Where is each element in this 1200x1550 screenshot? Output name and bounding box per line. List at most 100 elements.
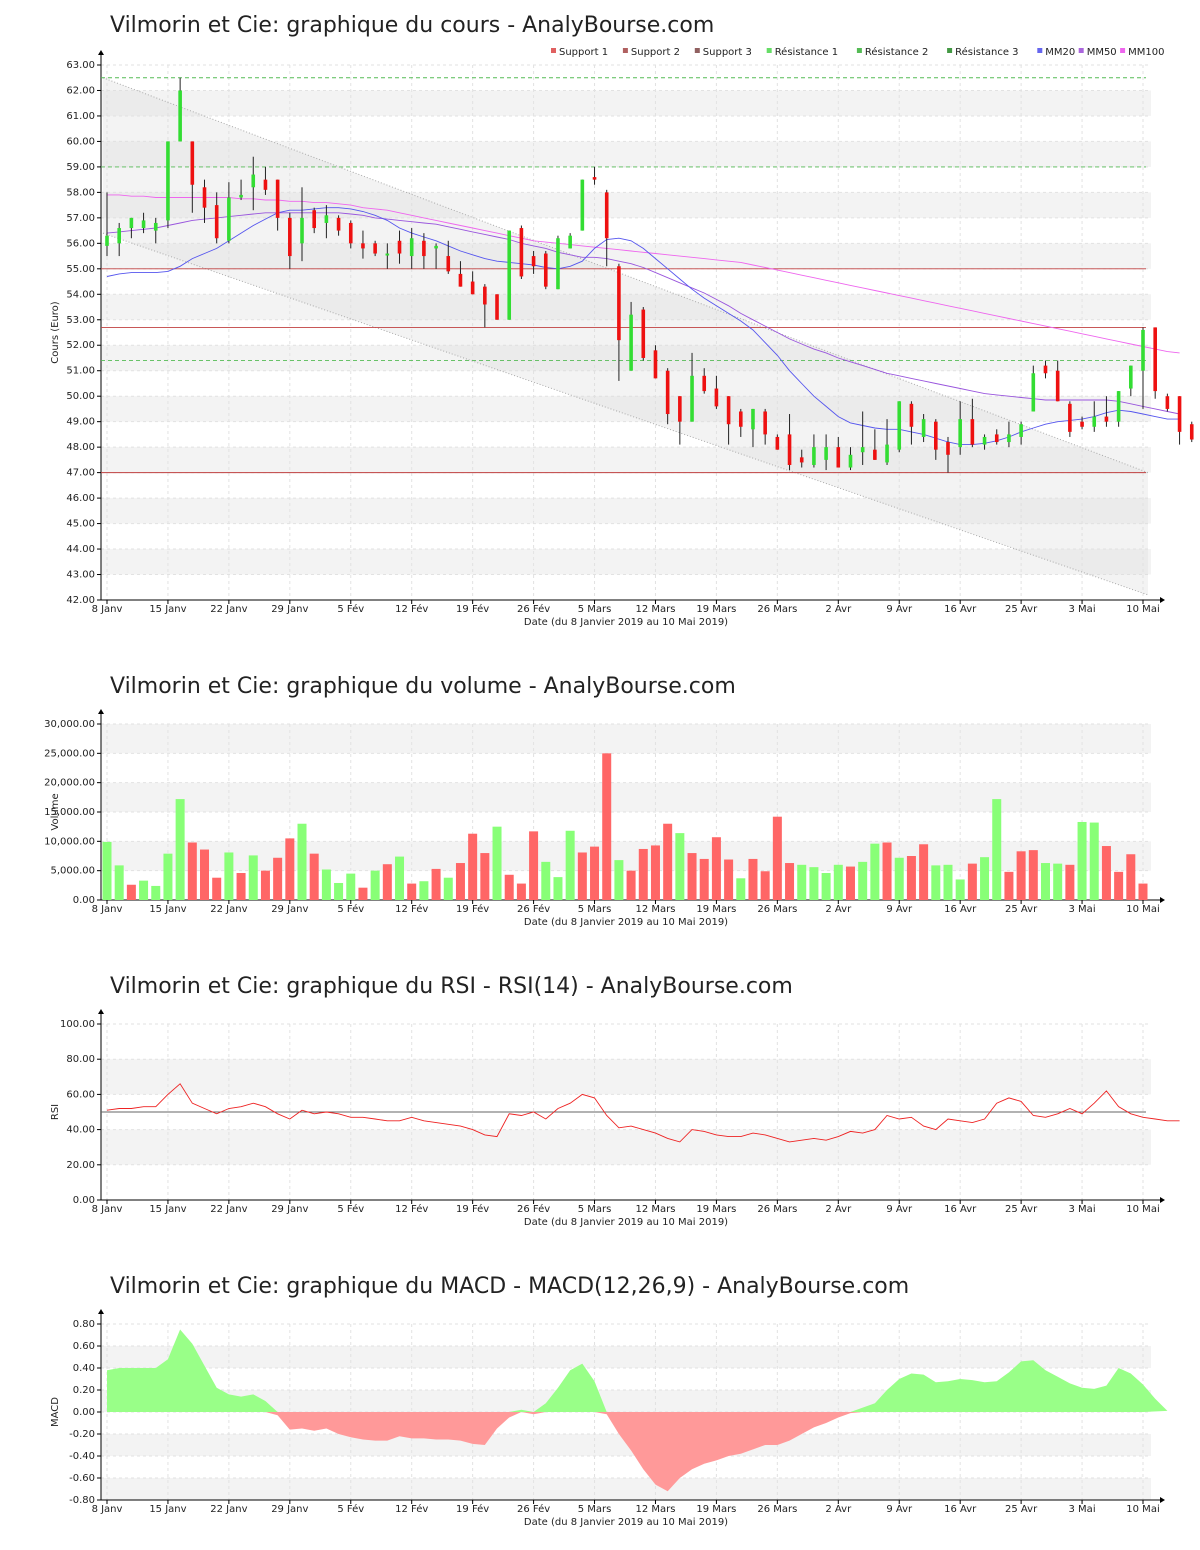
- legend-swatch: [766, 48, 772, 53]
- x-tick-label: 29 Janv: [271, 1204, 308, 1215]
- x-tick-label: 19 Mars: [696, 1204, 736, 1215]
- volume-bar: [1053, 863, 1063, 900]
- candle-body: [1116, 391, 1121, 422]
- candle: [958, 401, 962, 455]
- x-tick-label: 5 Mars: [578, 1204, 612, 1215]
- y-tick-label: -0.40: [69, 1451, 95, 1462]
- candle: [1177, 396, 1182, 445]
- x-axis-arrow: [1160, 1197, 1165, 1203]
- y-tick-label: 42.00: [66, 595, 95, 606]
- volume-bar: [760, 871, 770, 900]
- x-tick-label: 25 Avr: [1005, 904, 1038, 915]
- x-tick-label: 19 Fév: [456, 1503, 489, 1515]
- candle-body: [836, 447, 841, 468]
- candle: [726, 396, 731, 445]
- x-axis-label: Date (du 8 Janvier 2019 au 10 Mai 2019): [524, 917, 728, 928]
- legend-label: Support 3: [703, 47, 752, 58]
- candle: [397, 230, 402, 264]
- plot-band: [101, 141, 1151, 167]
- candle-body: [1080, 421, 1084, 427]
- volume-bar: [248, 855, 258, 900]
- candle: [202, 179, 207, 223]
- candle-body: [1189, 424, 1194, 440]
- candle: [604, 189, 609, 267]
- candle-body: [909, 403, 914, 427]
- candle-body: [580, 179, 585, 231]
- x-tick-label: 5 Fév: [337, 903, 364, 915]
- volume-bar: [492, 826, 502, 900]
- x-tick-label: 25 Avr: [1005, 1504, 1038, 1515]
- volume-bar: [748, 858, 758, 900]
- candle-body: [799, 457, 804, 463]
- candle-body: [702, 375, 707, 392]
- legend-label: MM100: [1128, 47, 1164, 58]
- candle-body: [678, 396, 682, 422]
- candle: [495, 294, 499, 320]
- y-tick-label: 60.00: [66, 1089, 95, 1100]
- y-tick-label: 54.00: [66, 289, 95, 300]
- volume-bar: [370, 870, 380, 900]
- candle-body: [982, 436, 987, 445]
- volume-bar: [870, 843, 880, 900]
- candle: [214, 192, 219, 244]
- candle: [409, 228, 414, 269]
- x-tick-label: 26 Mars: [757, 604, 797, 615]
- volume-bar: [529, 831, 539, 900]
- legend-label: MM50: [1087, 47, 1117, 58]
- candle-body: [934, 421, 938, 450]
- x-tick-label: 26 Fév: [517, 1203, 550, 1215]
- plot-bands: [101, 1023, 1151, 1201]
- volume-bar: [260, 870, 270, 900]
- y-axis-arrow: [98, 709, 104, 714]
- x-axis-arrow: [1160, 597, 1165, 603]
- legend-swatch: [694, 48, 700, 53]
- volume-bar: [980, 857, 990, 900]
- x-tick-label: 29 Janv: [271, 604, 308, 615]
- x-tick-label: 8 Janv: [92, 1204, 123, 1215]
- volume-bar: [358, 887, 368, 900]
- x-tick-label: 19 Fév: [456, 1203, 489, 1215]
- candle-body: [690, 375, 694, 422]
- x-tick-label: 16 Avr: [944, 1204, 977, 1215]
- x-tick-label: 2 Avr: [825, 904, 852, 915]
- candle: [836, 436, 841, 468]
- x-tick-label: 12 Mars: [635, 604, 675, 615]
- candle: [897, 401, 902, 453]
- y-tick-label: 100.00: [60, 1019, 95, 1030]
- candle: [470, 271, 475, 295]
- candle-body: [1031, 373, 1036, 412]
- candle: [738, 408, 743, 437]
- volume-bar: [431, 868, 441, 900]
- chart-title: Vilmorin et Cie: graphique du RSI - RSI(…: [110, 974, 793, 999]
- candle-body: [665, 370, 670, 415]
- x-tick-label: 16 Avr: [944, 1504, 977, 1515]
- x-tick-label: 12 Mars: [635, 1204, 675, 1215]
- y-tick-label: 45.00: [66, 519, 95, 530]
- volume-bar: [906, 856, 916, 900]
- candle-body: [543, 253, 548, 287]
- x-tick-label: 22 Janv: [210, 1504, 247, 1515]
- x-tick-label: 9 Avr: [886, 904, 913, 915]
- volume-bar: [200, 849, 210, 900]
- y-tick-label: 30,000.00: [44, 719, 95, 730]
- candle: [580, 179, 585, 231]
- candle: [714, 375, 719, 409]
- candle: [653, 345, 658, 379]
- x-tick-label: 15 Janv: [149, 904, 186, 915]
- candle-body: [129, 217, 134, 229]
- volume-bar: [955, 879, 965, 900]
- volume-bar: [626, 870, 636, 900]
- candle-body: [738, 411, 743, 427]
- candle: [446, 240, 451, 274]
- candle: [1031, 365, 1036, 412]
- candle-body: [994, 434, 999, 443]
- x-tick-label: 16 Avr: [944, 604, 977, 615]
- x-tick-label: 3 Mai: [1069, 904, 1096, 915]
- x-tick-label: 16 Avr: [944, 904, 977, 915]
- rsi-chart: Vilmorin et Cie: graphique du RSI - RSI(…: [50, 974, 1180, 1228]
- candle-body: [629, 314, 633, 371]
- volume-bar: [480, 853, 490, 900]
- plot-band: [101, 396, 1151, 422]
- y-tick-label: 47.00: [66, 468, 95, 479]
